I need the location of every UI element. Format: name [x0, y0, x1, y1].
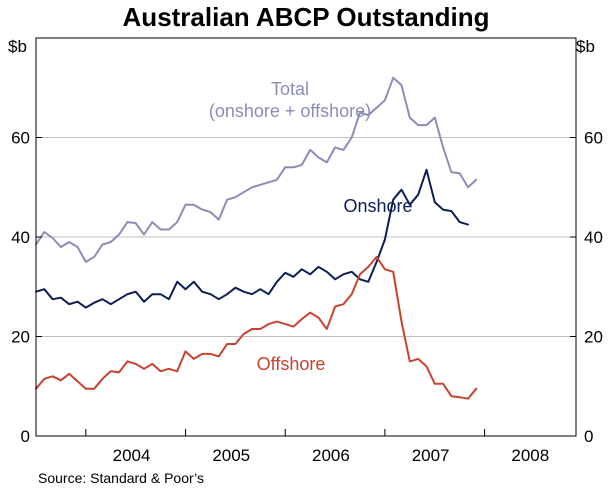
- y-tick-right-20: 20: [584, 328, 603, 347]
- x-tick-2004: 2004: [113, 446, 151, 465]
- x-tick-2007: 2007: [412, 446, 450, 465]
- y-tick-right-0: 0: [584, 427, 593, 446]
- x-tick-2006: 2006: [312, 446, 350, 465]
- series-labels: Total(onshore + offshore) Onshore Offshore: [209, 79, 413, 374]
- y-tick-left-20: 20: [11, 328, 30, 347]
- y-tick-right-60: 60: [584, 129, 603, 148]
- y-tick-left-60: 60: [11, 129, 30, 148]
- series-lines: [35, 76, 478, 400]
- axis-ticks: 0 0 20 20 40 40 60 60 2004 2005 2006 2007 2008: [11, 129, 603, 466]
- x-tick-2005: 2005: [212, 446, 250, 465]
- total-series-label: Total: [271, 79, 309, 99]
- y-axis-unit-right: $b: [576, 37, 595, 56]
- chart-title: Australian ABCP Outstanding: [122, 2, 490, 32]
- total-series-label-1: (onshore + offshore): [209, 101, 371, 121]
- y-tick-right-40: 40: [584, 228, 603, 247]
- y-axis-unit-left: $b: [8, 37, 27, 56]
- onshore-series-label: Onshore: [343, 196, 412, 216]
- y-tick-left-0: 0: [21, 427, 30, 446]
- onshore-series-line: [35, 168, 469, 309]
- total-series-line: [35, 76, 478, 263]
- source-note: Source: Standard & Poor’s: [38, 470, 205, 486]
- offshore-series-line: [35, 255, 478, 400]
- x-tick-2008: 2008: [511, 446, 549, 465]
- y-tick-left-40: 40: [11, 228, 30, 247]
- grid-lines: [36, 137, 576, 337]
- offshore-series-label: Offshore: [257, 354, 326, 374]
